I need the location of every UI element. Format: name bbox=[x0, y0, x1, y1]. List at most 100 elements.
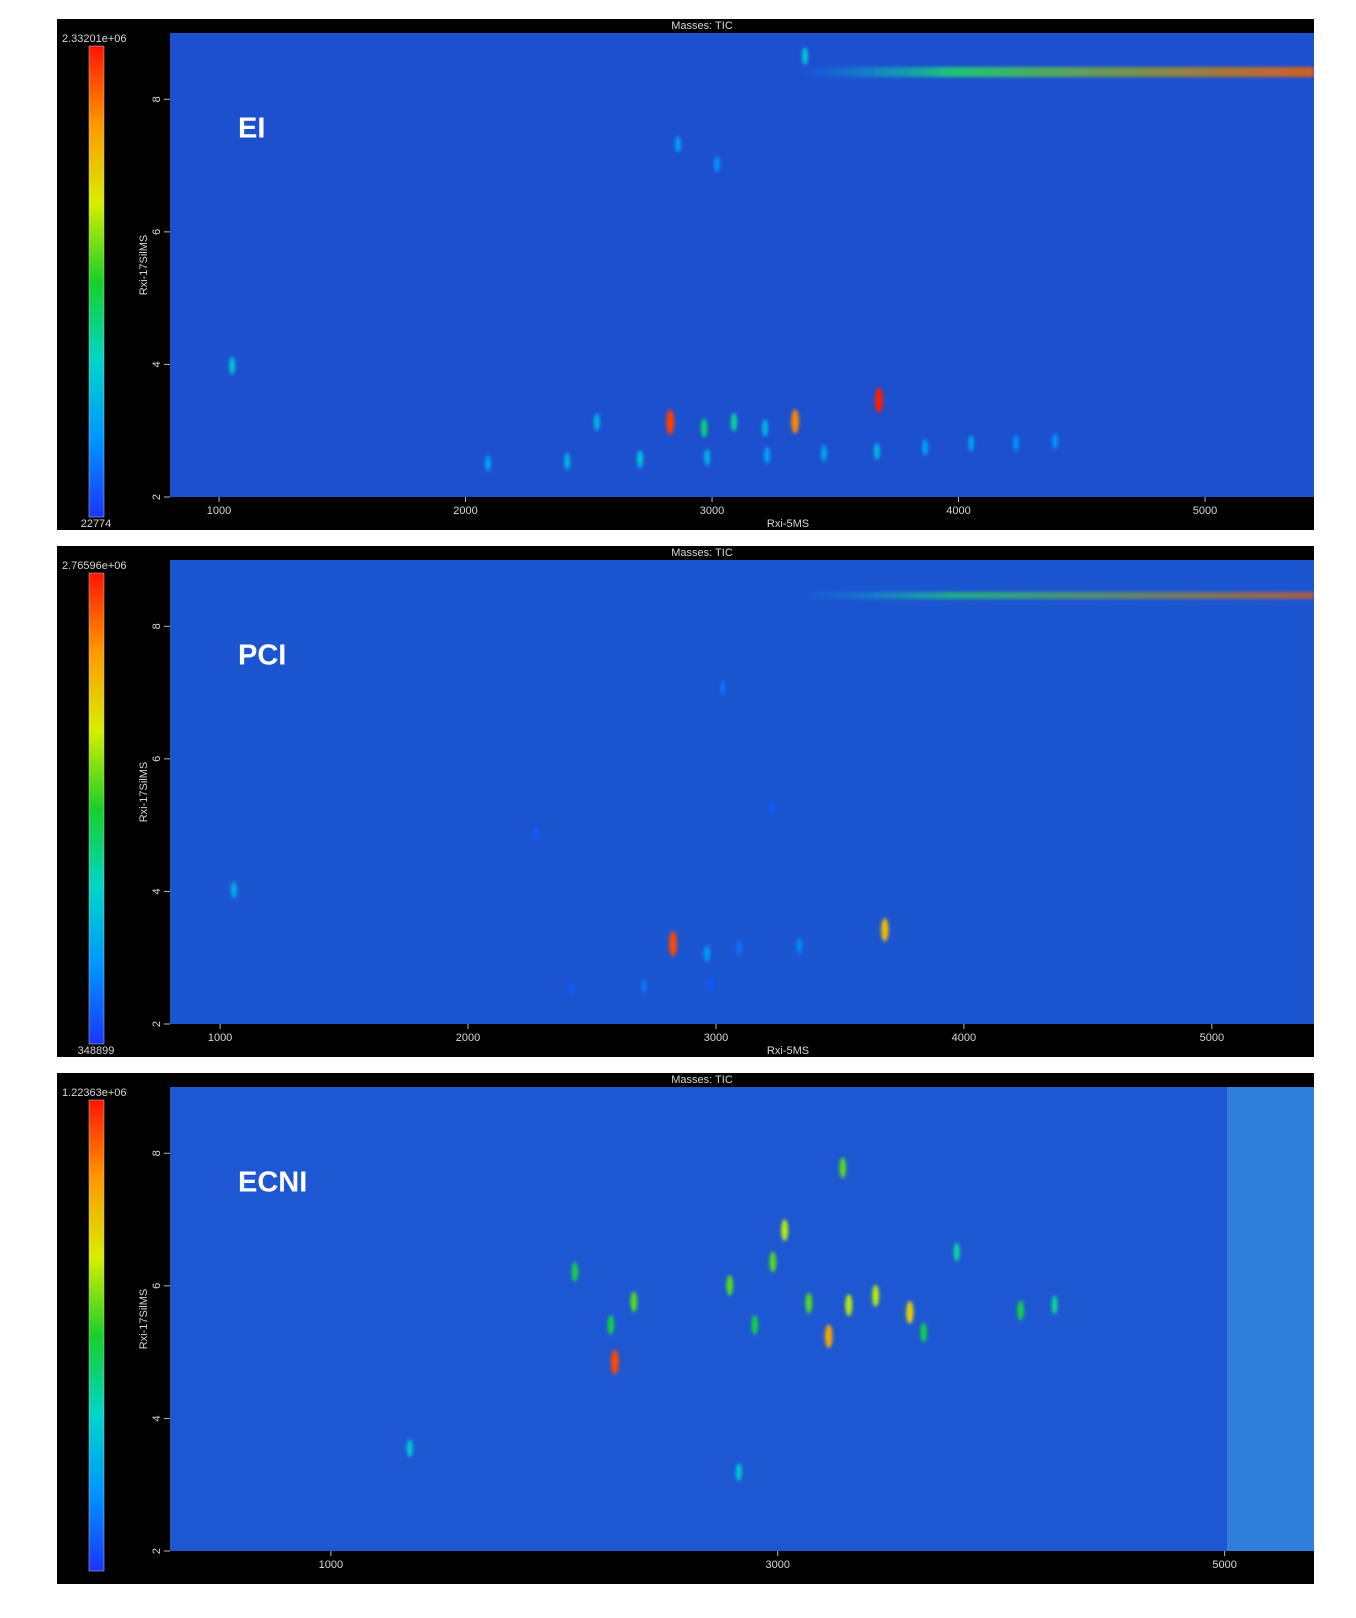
peak bbox=[805, 1293, 812, 1314]
peak bbox=[669, 931, 677, 956]
peak bbox=[920, 1322, 927, 1342]
peak bbox=[229, 357, 235, 375]
y-tick-label: 8 bbox=[151, 623, 163, 629]
peak bbox=[641, 979, 646, 994]
annotation: ECNI bbox=[238, 1167, 307, 1199]
x-tick-label: 3000 bbox=[700, 505, 724, 517]
x-tick-label: 5000 bbox=[1193, 505, 1217, 517]
peak bbox=[666, 409, 674, 434]
peak bbox=[796, 938, 802, 954]
peak bbox=[407, 1439, 413, 1457]
peak bbox=[726, 1275, 733, 1296]
peak bbox=[821, 445, 827, 461]
y-tick-label: 2 bbox=[151, 494, 163, 500]
plot-area bbox=[170, 1087, 1314, 1551]
peak bbox=[922, 439, 928, 455]
y-axis-label: Rxi-17SilMS bbox=[138, 762, 150, 823]
y-tick-label: 4 bbox=[151, 888, 163, 894]
peak bbox=[533, 826, 538, 841]
peak bbox=[231, 882, 237, 899]
peak bbox=[881, 918, 888, 941]
peak bbox=[751, 1315, 758, 1335]
peak bbox=[630, 1291, 637, 1312]
peak bbox=[781, 1219, 788, 1241]
plot-background bbox=[170, 33, 1314, 497]
peak bbox=[594, 414, 600, 431]
peak bbox=[608, 1315, 615, 1335]
peak bbox=[564, 453, 570, 470]
panel: Masses: TIC 1000 3000 5000 2 4 6 8 Rxi-17SilMS EC… bbox=[57, 1073, 1314, 1584]
peak bbox=[572, 1262, 579, 1282]
y-tick-label: 6 bbox=[151, 756, 163, 762]
annotation: EI bbox=[238, 113, 265, 145]
peak bbox=[568, 981, 573, 996]
peak bbox=[954, 1243, 960, 1262]
peak bbox=[704, 449, 710, 466]
plot-background bbox=[170, 1087, 1314, 1551]
x-tick-label: 4000 bbox=[946, 505, 970, 517]
late-region bbox=[1227, 1087, 1314, 1551]
peak bbox=[825, 1324, 832, 1348]
peak bbox=[675, 136, 681, 152]
page: {"chart_data": [ {"type": "heatmap", "ti… bbox=[0, 0, 1356, 1618]
peak bbox=[906, 1301, 913, 1324]
plot-area bbox=[170, 560, 1314, 1024]
peak bbox=[839, 1158, 846, 1179]
peak bbox=[1017, 1301, 1024, 1321]
y-axis-label: Rxi-17SilMS bbox=[138, 235, 150, 296]
annotation: PCI bbox=[238, 640, 286, 672]
peak bbox=[714, 156, 720, 172]
x-axis-label: Rxi-5MS bbox=[767, 1045, 809, 1057]
peak bbox=[791, 409, 799, 433]
colorbar bbox=[89, 46, 104, 517]
peak bbox=[769, 1252, 776, 1273]
peak bbox=[872, 1285, 879, 1307]
y-tick-label: 6 bbox=[151, 1283, 163, 1289]
y-axis-label: Rxi-17SilMS bbox=[138, 1289, 150, 1350]
chart-title: Masses: TIC bbox=[671, 547, 733, 559]
peak bbox=[1013, 435, 1019, 451]
colorbar-label: 22774 bbox=[81, 518, 112, 530]
peak bbox=[968, 435, 974, 451]
plot-background bbox=[170, 560, 1314, 1024]
peak bbox=[802, 47, 808, 65]
peak bbox=[1052, 433, 1058, 449]
x-tick-label: 4000 bbox=[952, 1032, 976, 1044]
x-tick-label: 3000 bbox=[766, 1559, 790, 1571]
peak bbox=[1051, 1296, 1057, 1315]
peak bbox=[708, 977, 713, 992]
peak bbox=[845, 1294, 852, 1316]
chart-title: Masses: TIC bbox=[671, 20, 733, 32]
plot-area bbox=[170, 33, 1314, 497]
y-tick-label: 4 bbox=[151, 1415, 163, 1421]
x-axis-label: Rxi-5MS bbox=[767, 518, 809, 530]
peak bbox=[720, 680, 725, 695]
y-tick-label: 6 bbox=[151, 229, 163, 235]
x-tick-label: 1000 bbox=[319, 1559, 343, 1571]
peak bbox=[731, 413, 737, 432]
colorbar bbox=[89, 1100, 104, 1571]
y-tick-label: 2 bbox=[151, 1021, 163, 1027]
streak bbox=[800, 67, 1314, 77]
peak bbox=[611, 1349, 619, 1374]
peak bbox=[637, 450, 643, 468]
colorbar-label: 1.22363e+06 bbox=[62, 1087, 127, 1099]
y-tick-label: 8 bbox=[151, 96, 163, 102]
peak bbox=[762, 420, 768, 437]
x-tick-label: 1000 bbox=[207, 505, 231, 517]
colorbar-label: 2.33201e+06 bbox=[62, 33, 127, 45]
x-tick-label: 5000 bbox=[1212, 1559, 1236, 1571]
peak bbox=[769, 801, 774, 816]
peak bbox=[736, 1463, 742, 1481]
peak bbox=[701, 419, 707, 438]
y-tick-label: 8 bbox=[151, 1150, 163, 1156]
x-tick-label: 3000 bbox=[704, 1032, 728, 1044]
peak bbox=[874, 443, 880, 460]
x-tick-label: 2000 bbox=[453, 505, 477, 517]
x-tick-label: 2000 bbox=[456, 1032, 480, 1044]
y-tick-label: 2 bbox=[151, 1548, 163, 1554]
chart-title: Masses: TIC bbox=[671, 1074, 733, 1086]
peak bbox=[485, 455, 491, 471]
